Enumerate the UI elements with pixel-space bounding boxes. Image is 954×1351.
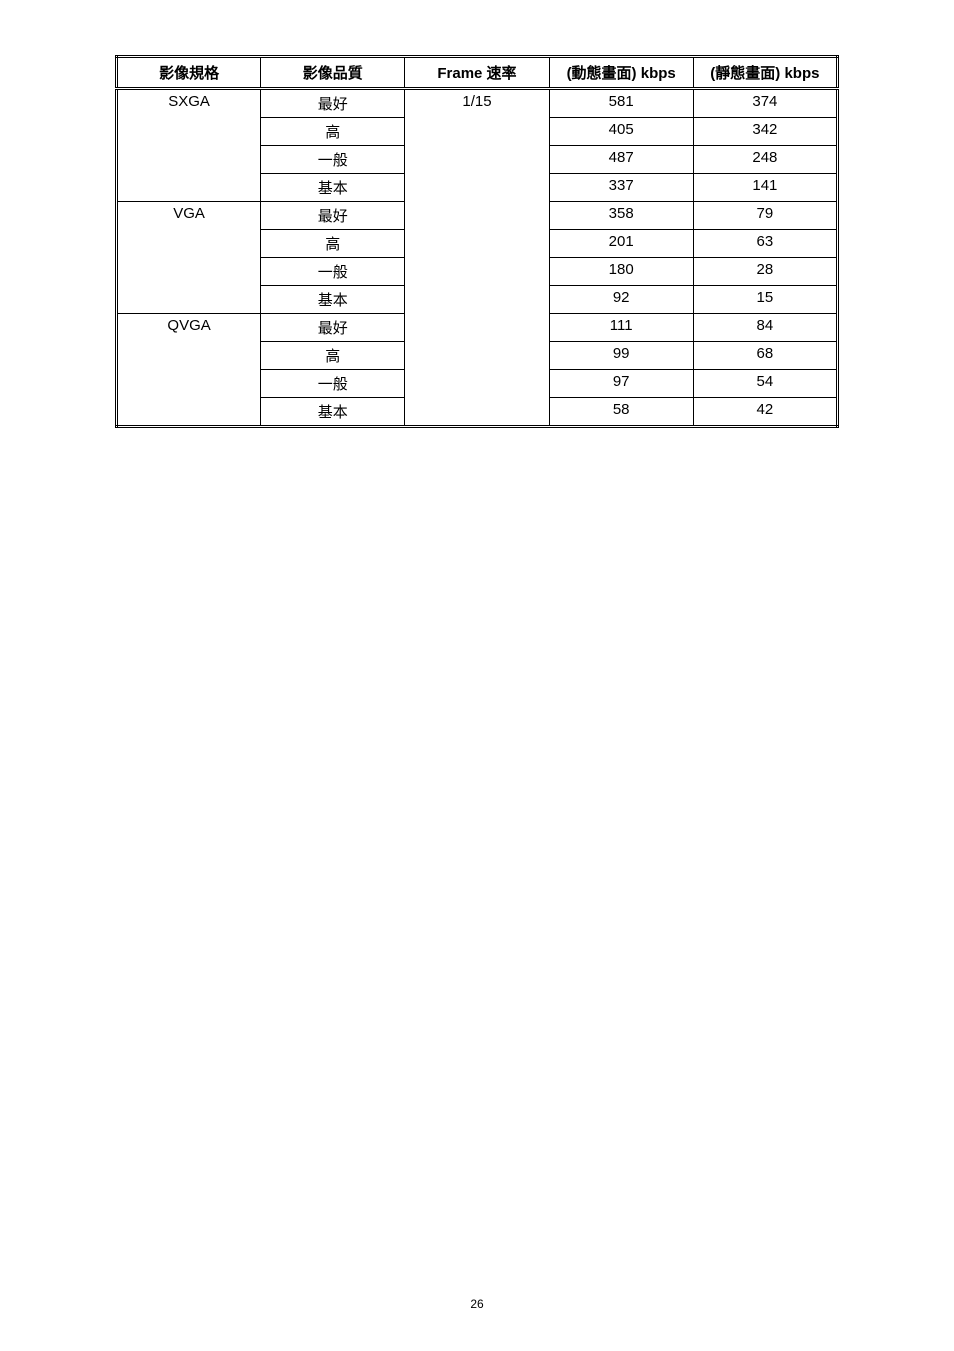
cell-format-empty (117, 258, 261, 286)
cell-format-empty (117, 342, 261, 370)
cell-format-empty (117, 118, 261, 146)
cell-format-empty (117, 230, 261, 258)
cell-dynamic: 337 (549, 174, 693, 202)
cell-frame-rate-empty (405, 398, 549, 427)
cell-dynamic: 358 (549, 202, 693, 230)
cell-quality: 最好 (261, 314, 405, 342)
cell-static: 15 (693, 286, 837, 314)
table-row: 基本 337 141 (117, 174, 838, 202)
cell-frame-rate: 1/15 (405, 89, 549, 118)
cell-static: 28 (693, 258, 837, 286)
cell-frame-rate-empty (405, 146, 549, 174)
table-row: 高 405 342 (117, 118, 838, 146)
cell-static: 42 (693, 398, 837, 427)
cell-dynamic: 92 (549, 286, 693, 314)
cell-quality: 一般 (261, 370, 405, 398)
cell-dynamic: 180 (549, 258, 693, 286)
cell-format-empty (117, 286, 261, 314)
cell-format: VGA (117, 202, 261, 230)
th-format: 影像規格 (117, 57, 261, 89)
cell-static: 141 (693, 174, 837, 202)
cell-frame-rate-empty (405, 118, 549, 146)
th-static: (靜態畫面) kbps (693, 57, 837, 89)
table-row: 一般 180 28 (117, 258, 838, 286)
cell-static: 374 (693, 89, 837, 118)
cell-static: 342 (693, 118, 837, 146)
cell-dynamic: 201 (549, 230, 693, 258)
cell-static: 84 (693, 314, 837, 342)
page-number: 26 (0, 1297, 954, 1311)
cell-format-empty (117, 146, 261, 174)
page: 影像規格 影像品質 Frame 速率 (動態畫面) kbps (靜態畫面) kb… (0, 0, 954, 1351)
th-frame-rate: Frame 速率 (405, 57, 549, 89)
cell-frame-rate-empty (405, 202, 549, 230)
cell-quality: 高 (261, 230, 405, 258)
cell-format: SXGA (117, 89, 261, 118)
cell-quality: 最好 (261, 202, 405, 230)
cell-dynamic: 111 (549, 314, 693, 342)
cell-format-empty (117, 370, 261, 398)
cell-quality: 基本 (261, 286, 405, 314)
table-row: QVGA 最好 111 84 (117, 314, 838, 342)
cell-static: 79 (693, 202, 837, 230)
cell-static: 63 (693, 230, 837, 258)
cell-quality: 最好 (261, 89, 405, 118)
cell-dynamic: 99 (549, 342, 693, 370)
cell-dynamic: 97 (549, 370, 693, 398)
bitrate-table: 影像規格 影像品質 Frame 速率 (動態畫面) kbps (靜態畫面) kb… (115, 55, 839, 428)
th-quality: 影像品質 (261, 57, 405, 89)
table-row: VGA 最好 358 79 (117, 202, 838, 230)
cell-frame-rate-empty (405, 174, 549, 202)
cell-frame-rate-empty (405, 314, 549, 342)
cell-static: 68 (693, 342, 837, 370)
cell-format-empty (117, 174, 261, 202)
cell-frame-rate-empty (405, 342, 549, 370)
cell-format: QVGA (117, 314, 261, 342)
cell-quality: 一般 (261, 146, 405, 174)
cell-dynamic: 405 (549, 118, 693, 146)
table-row: 一般 97 54 (117, 370, 838, 398)
table-row: 基本 92 15 (117, 286, 838, 314)
cell-format-empty (117, 398, 261, 427)
cell-quality: 基本 (261, 174, 405, 202)
table-row: 一般 487 248 (117, 146, 838, 174)
table-row: 基本 58 42 (117, 398, 838, 427)
cell-frame-rate-empty (405, 258, 549, 286)
table-row: SXGA 最好 1/15 581 374 (117, 89, 838, 118)
cell-quality: 高 (261, 342, 405, 370)
cell-static: 54 (693, 370, 837, 398)
cell-frame-rate-empty (405, 370, 549, 398)
cell-quality: 高 (261, 118, 405, 146)
table-row: 高 201 63 (117, 230, 838, 258)
cell-static: 248 (693, 146, 837, 174)
cell-quality: 基本 (261, 398, 405, 427)
th-dynamic: (動態畫面) kbps (549, 57, 693, 89)
cell-dynamic: 58 (549, 398, 693, 427)
cell-frame-rate-empty (405, 230, 549, 258)
cell-dynamic: 581 (549, 89, 693, 118)
cell-dynamic: 487 (549, 146, 693, 174)
cell-frame-rate-empty (405, 286, 549, 314)
table-header-row: 影像規格 影像品質 Frame 速率 (動態畫面) kbps (靜態畫面) kb… (117, 57, 838, 89)
table-row: 高 99 68 (117, 342, 838, 370)
cell-quality: 一般 (261, 258, 405, 286)
